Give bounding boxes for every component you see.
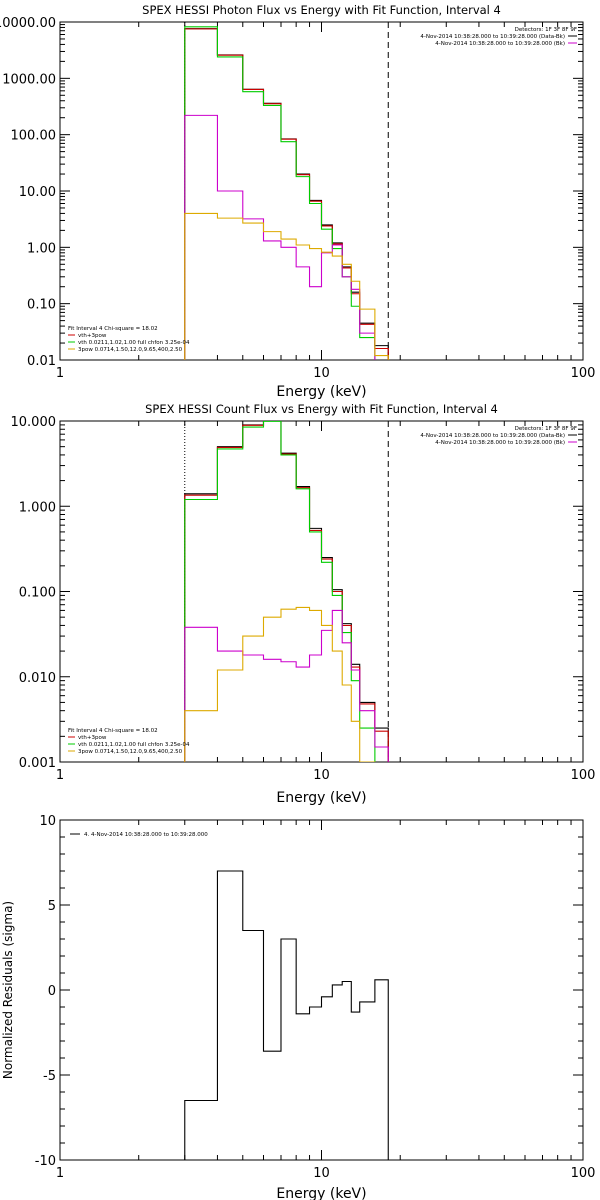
- legend-left: Fit Interval 4 Chi-square = 18.02vth+3po…: [68, 728, 190, 755]
- x-tick-label: 10: [313, 1166, 330, 1181]
- plot-frame: [59, 819, 584, 1161]
- y-tick-label: 0.01: [27, 354, 56, 369]
- y-tick-label: 1.00: [27, 241, 56, 256]
- series-line-3: [184, 26, 376, 360]
- legend-right: Detectors: 1F 3F 8F 9F4-Nov-2014 10:38:2…: [420, 426, 577, 446]
- plot-frame: [59, 420, 584, 763]
- chart-panel-3: 1 10 100 10 5 0 -5 -10 Energy (keV) Normalized Re…: [1, 814, 595, 1200]
- y-tick-label: 1000.00: [2, 72, 56, 87]
- x-axis-label: Energy (keV): [276, 1186, 366, 1200]
- legend-entry-label: vth+3pow: [78, 735, 107, 741]
- legend-entry-label: 4-Nov-2014 10:38:28.000 to 10:39:28.000 …: [420, 433, 565, 439]
- y-tick-label: 100.00: [11, 129, 57, 144]
- x-tick-label: 100: [571, 768, 596, 783]
- y-tick-label: 0: [48, 984, 56, 999]
- y-tick-label: 10: [39, 814, 56, 829]
- legend-entry-label: 4-Nov-2014 10:38:28.000 to 10:39:28.000 …: [420, 34, 565, 40]
- x-axis-label: Energy (keV): [276, 790, 366, 806]
- y-tick-label: -5: [43, 1069, 56, 1084]
- x-axis-label: Energy (keV): [276, 384, 366, 400]
- y-tick-label: 0.010: [19, 671, 56, 686]
- legend-entry-label: 4-Nov-2014 10:38:28.000 to 10:39:28.000 …: [435, 41, 565, 47]
- series-line-3: [184, 421, 376, 762]
- legend-header: Detectors: 1F 3F 8F 9F: [515, 27, 577, 33]
- legend-header: Fit Interval 4 Chi-square = 18.02: [68, 728, 158, 734]
- y-tick-label: 10000.00: [0, 16, 56, 31]
- y-axis-label: Normalized Residuals (sigma): [1, 901, 15, 1079]
- series-line-2: [184, 28, 389, 360]
- series-line-5: [184, 606, 376, 762]
- legend-entry-label: 3pow 0.0714,1.50,12.0,9.65,400,2.50: [78, 749, 183, 755]
- x-tick-label: 100: [571, 1166, 596, 1181]
- x-tick-label: 10: [313, 366, 330, 381]
- x-tick-label: 10: [313, 768, 330, 783]
- x-tick-label: 1: [56, 1166, 64, 1181]
- legend-entry-label: vth+3pow: [78, 333, 107, 339]
- legend-entry-label: vth 0.0211,1.02,1.00 full chfon 3.25e-04: [78, 340, 190, 346]
- series-line-5: [184, 212, 389, 360]
- y-tick-label: 10.000: [11, 415, 57, 430]
- series-line-2: [184, 421, 389, 762]
- legend-entry-label: vth 0.0211,1.02,1.00 full chfon 3.25e-04: [78, 742, 190, 748]
- legend-entry-label: 3pow 0.0714,1.50,12.0,9.65,400,2.50: [78, 347, 183, 353]
- y-tick-label: 1.000: [19, 500, 56, 515]
- legend-left: Fit Interval 4 Chi-square = 18.02vth+3po…: [68, 326, 190, 353]
- series-line-1: [184, 870, 389, 1160]
- x-tick-label: 1: [56, 366, 64, 381]
- y-tick-label: 10.00: [19, 185, 56, 200]
- legend-header: Fit Interval 4 Chi-square = 18.02: [68, 326, 158, 332]
- y-tick-label: -10: [35, 1154, 56, 1169]
- series-line-4: [184, 609, 389, 762]
- legend-header: Detectors: 1F 3F 8F 9F: [515, 426, 577, 432]
- x-tick-label: 1: [56, 768, 64, 783]
- series-line-1: [184, 421, 389, 762]
- series-line-4: [184, 114, 376, 360]
- y-tick-label: 0.100: [19, 586, 56, 601]
- legend-left: 4. 4-Nov-2014 10:38:28.000 to 10:39:28.0…: [70, 832, 208, 838]
- legend-right: Detectors: 1F 3F 8F 9F4-Nov-2014 10:38:2…: [420, 27, 577, 47]
- chart-panel-1: SPEX HESSI Photon Flux vs Energy with Fi…: [0, 3, 595, 400]
- chart-panel-2: SPEX HESSI Count Flux vs Energy with Fit…: [11, 402, 596, 806]
- chart-title: SPEX HESSI Photon Flux vs Energy with Fi…: [142, 3, 501, 17]
- y-tick-label: 0.001: [19, 756, 56, 771]
- y-tick-label: 0.10: [27, 298, 56, 313]
- x-tick-label: 100: [571, 366, 596, 381]
- plot-frame: [59, 21, 584, 361]
- legend-entry-label: 4. 4-Nov-2014 10:38:28.000 to 10:39:28.0…: [84, 832, 208, 838]
- y-tick-label: 5: [48, 899, 56, 914]
- chart-title: SPEX HESSI Count Flux vs Energy with Fit…: [145, 402, 498, 416]
- legend-entry-label: 4-Nov-2014 10:38:28.000 to 10:39:28.000 …: [435, 440, 565, 446]
- series-line-1: [184, 28, 389, 360]
